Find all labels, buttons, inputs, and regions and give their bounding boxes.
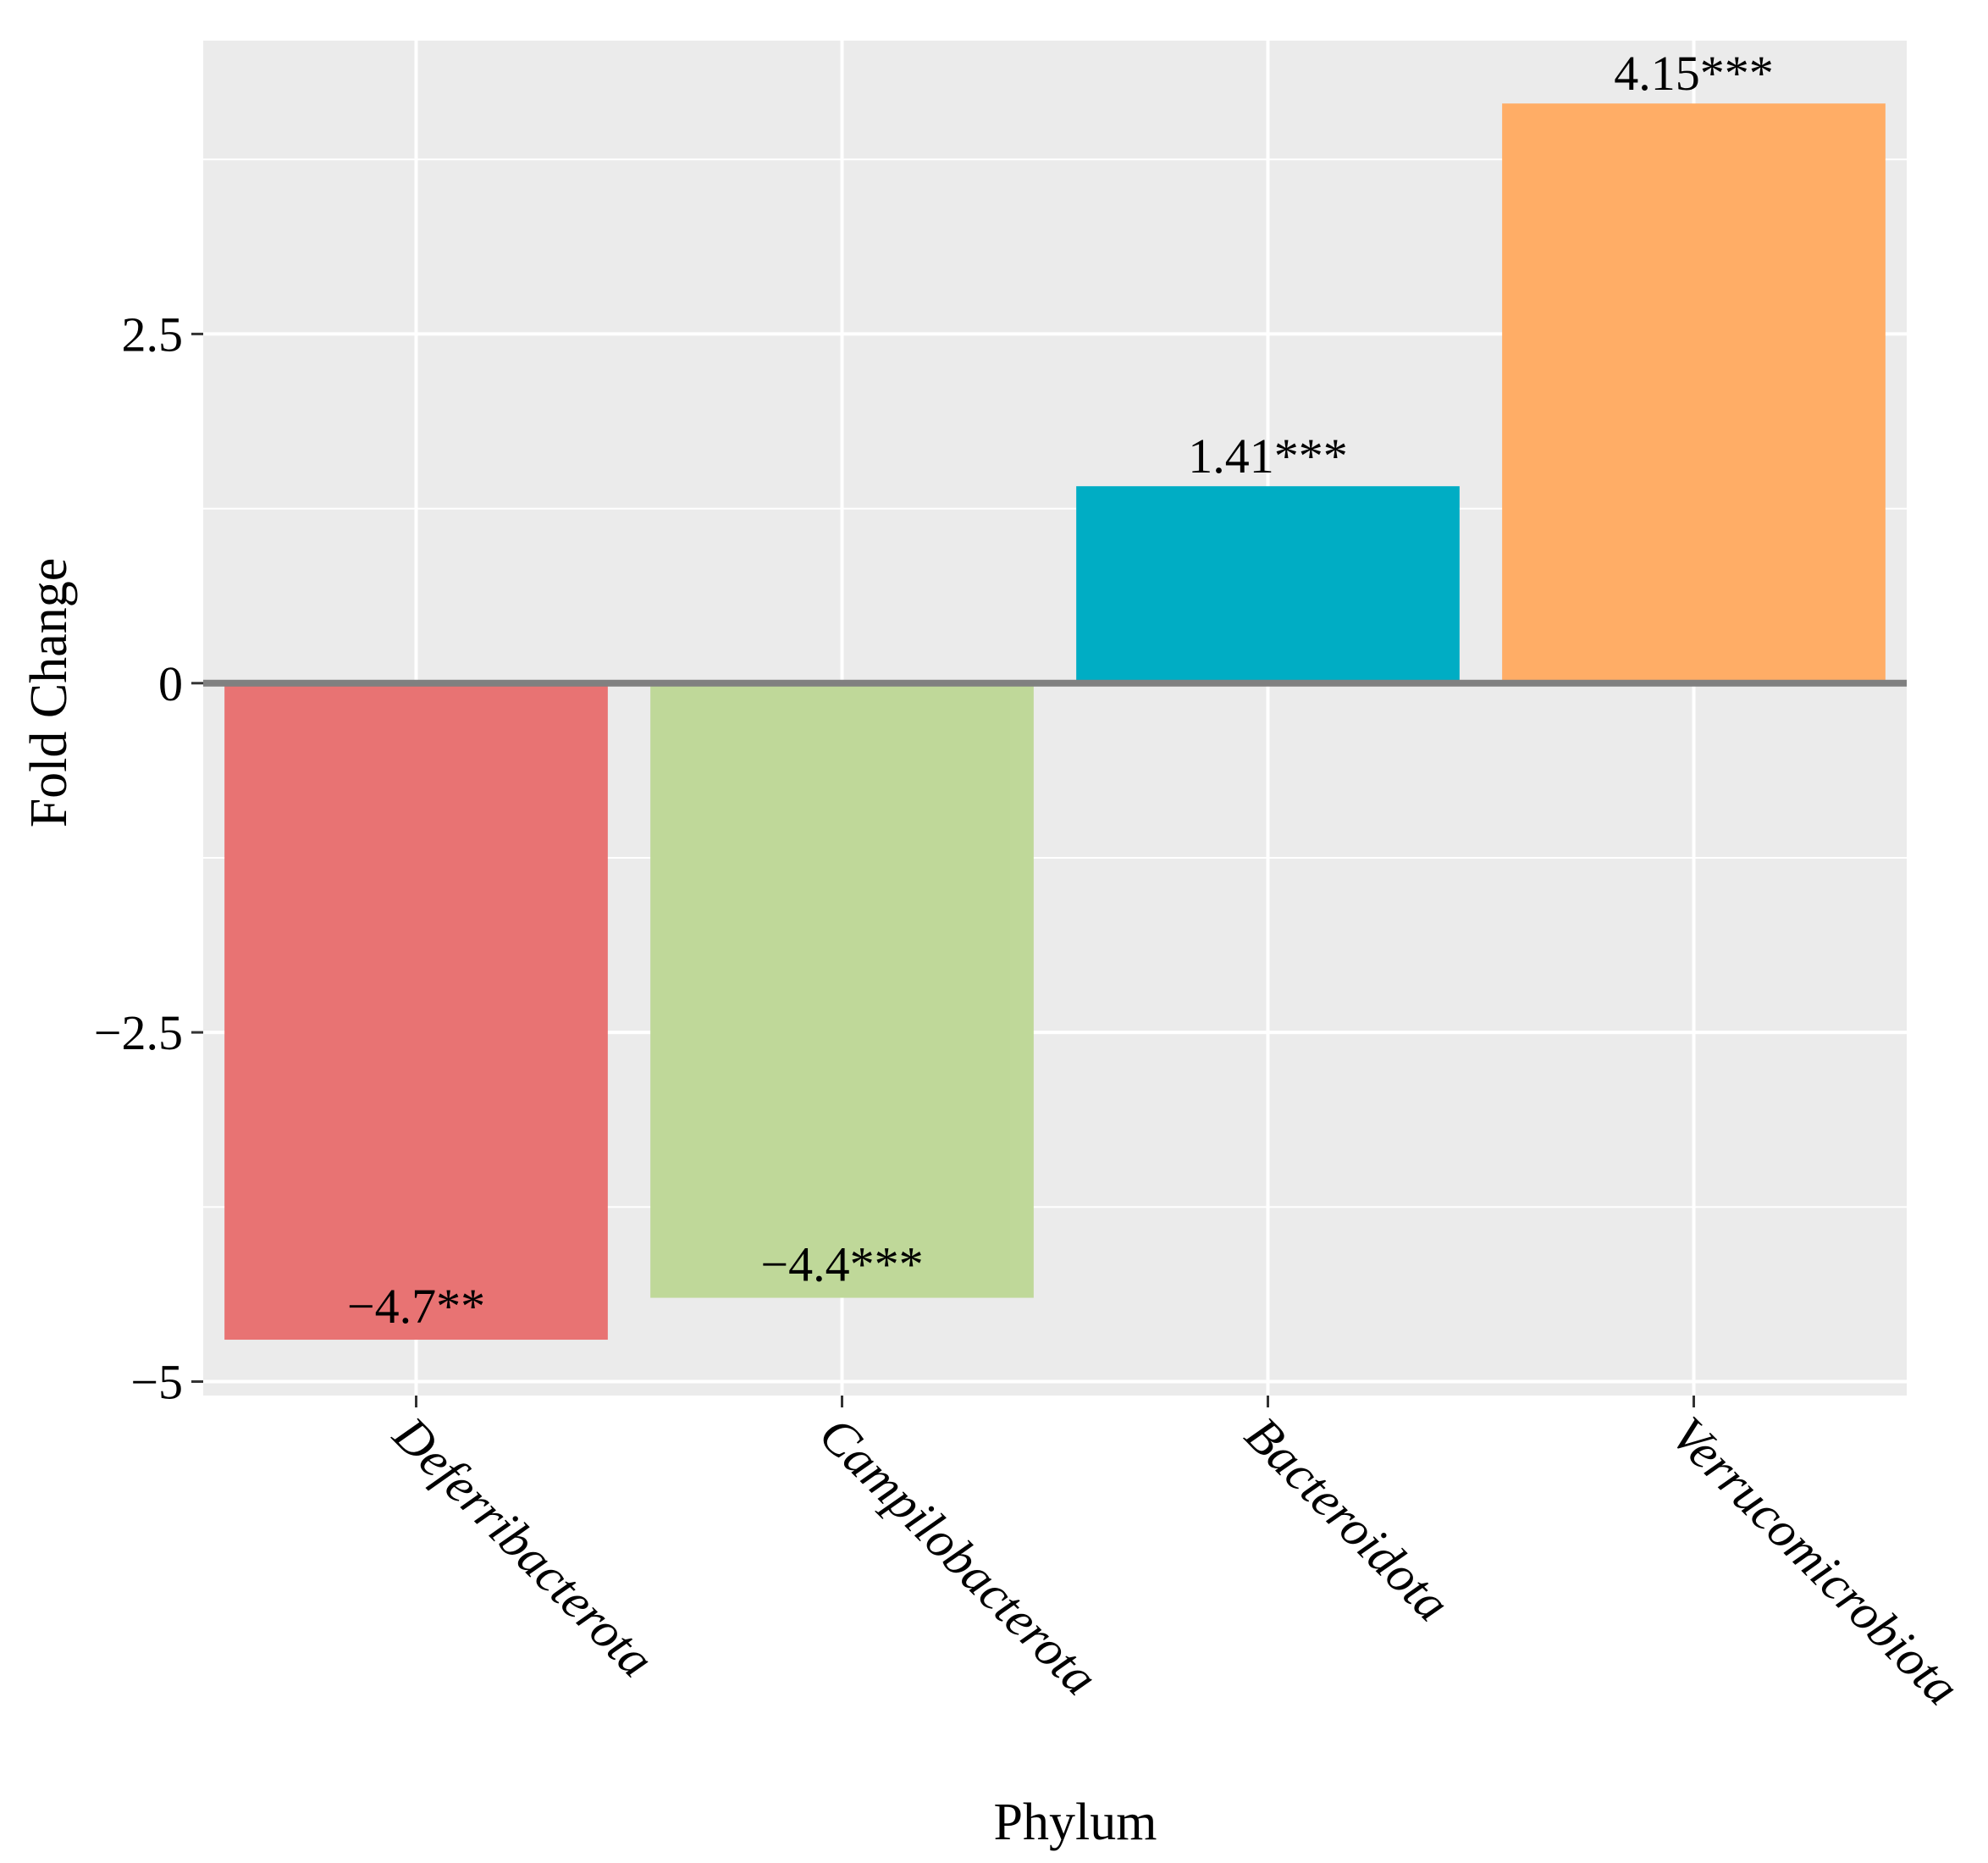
y-tick-label: −2.5 xyxy=(94,1005,183,1060)
bar-deferribacterota xyxy=(224,683,608,1341)
data-label: −4.4*** xyxy=(760,1237,923,1292)
x-axis: Deferribacterota Campilobacterota Bacteroi… xyxy=(383,1396,1970,1716)
x-tick-label: Campilobacterota xyxy=(809,1407,1108,1706)
x-axis-title: Phylum xyxy=(994,1794,1157,1851)
y-tick-label: 0 xyxy=(158,656,183,711)
x-tick-label: Bacteroidota xyxy=(1234,1407,1461,1633)
y-axis: 2.5 0 −2.5 −5 xyxy=(94,307,203,1410)
x-tick-label: Verrucomicrobiota xyxy=(1660,1407,1970,1717)
y-tick-label: −5 xyxy=(130,1355,183,1410)
y-tick-label: 2.5 xyxy=(122,307,184,362)
bars xyxy=(224,103,1886,1341)
bar-verrucomicrobiota xyxy=(1502,103,1886,683)
data-label: 1.41*** xyxy=(1188,428,1348,484)
x-tick-label: Deferribacterota xyxy=(383,1406,665,1688)
data-label: −4.7** xyxy=(347,1279,485,1334)
data-labels: −4.7** −4.4*** 1.41*** 4.15*** xyxy=(347,46,1774,1334)
data-label: 4.15*** xyxy=(1614,46,1774,101)
y-axis-title: Fold Change xyxy=(20,558,78,828)
bar-campilobacterota xyxy=(650,683,1034,1298)
bar-bacteroidota xyxy=(1076,486,1460,683)
